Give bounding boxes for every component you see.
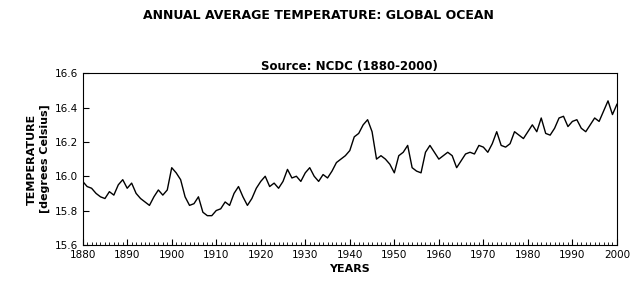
- X-axis label: YEARS: YEARS: [329, 264, 370, 274]
- Text: ANNUAL AVERAGE TEMPERATURE: GLOBAL OCEAN: ANNUAL AVERAGE TEMPERATURE: GLOBAL OCEAN: [142, 9, 494, 22]
- Title: Source: NCDC (1880-2000): Source: NCDC (1880-2000): [261, 61, 438, 73]
- Y-axis label: TEMPERATURE
[degrees Celsius]: TEMPERATURE [degrees Celsius]: [27, 105, 50, 214]
